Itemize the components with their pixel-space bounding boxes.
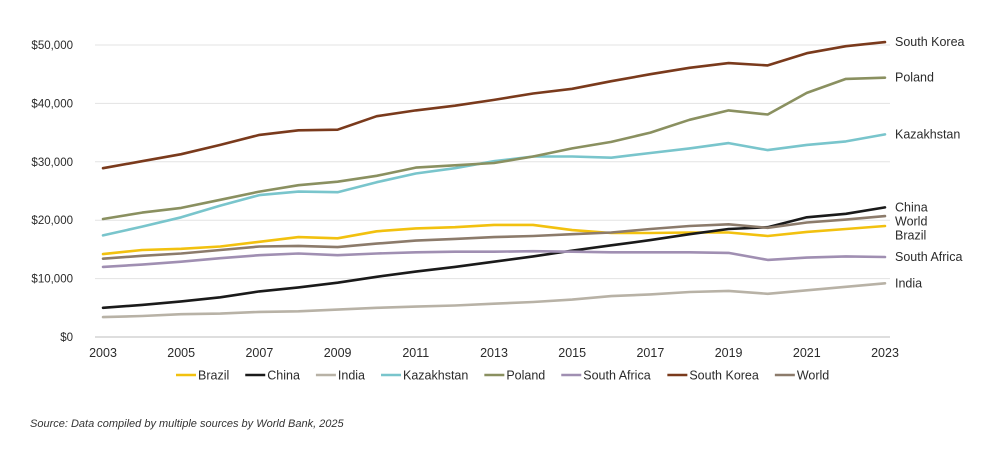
legend-label: China (267, 369, 300, 383)
end-label-south-africa: South Africa (895, 250, 962, 264)
x-tick-label: 2007 (245, 346, 273, 360)
gridlines (95, 44, 890, 338)
end-label-world: World (895, 214, 927, 228)
end-label-kazakhstan: Kazakhstan (895, 127, 960, 141)
legend-item-kazakhstan: Kazakhstan (381, 369, 468, 383)
legend-item-south-africa: South Africa (561, 369, 651, 383)
x-tick-label: 2021 (793, 346, 821, 360)
x-tick-label: 2013 (480, 346, 508, 360)
legend: Brazil China India Kazakhstan Poland South Af… (176, 369, 829, 383)
legend-item-india: India (315, 369, 365, 383)
legend-item-brazil: Brazil (176, 369, 229, 383)
x-tick-label: 2019 (715, 346, 743, 360)
y-tick-label: $0 (60, 332, 73, 344)
x-tick-label: 2023 (871, 346, 899, 360)
x-tick-label: 2005 (167, 346, 195, 360)
legend-item-world: World (774, 369, 829, 383)
y-axis: $0 $10,000 $20,000 $30,000 $40,000 $50,000 (31, 40, 73, 344)
legend-item-china: China (245, 369, 300, 383)
x-tick-label: 2009 (324, 346, 352, 360)
legend-item-poland: Poland (484, 369, 545, 383)
y-tick-label: $10,000 (31, 274, 73, 286)
legend-label: Brazil (198, 369, 229, 383)
y-tick-label: $30,000 (31, 157, 73, 169)
legend-item-south-korea: South Korea (667, 369, 759, 383)
x-tick-label: 2011 (402, 346, 429, 360)
y-tick-label: $40,000 (31, 98, 73, 110)
x-tick-label: 2017 (636, 346, 664, 360)
legend-label: India (338, 369, 365, 383)
series-line-brazil (101, 223, 887, 256)
x-tick-label: 2003 (89, 346, 117, 360)
end-label-brazil: Brazil (895, 228, 926, 242)
series-line-poland (101, 76, 887, 221)
series-line-kazakhstan (101, 133, 887, 237)
series-line-south-korea (101, 40, 887, 170)
end-label-china: China (895, 200, 928, 214)
y-tick-label: $20,000 (31, 215, 73, 227)
source-note: Source: Data compiled by multiple source… (30, 418, 344, 430)
legend-label: Kazakhstan (403, 369, 468, 383)
x-axis: 2003 2005 2007 2009 2011 2013 2015 2017 2019 2021… (89, 346, 899, 360)
end-labels: South Korea Poland Kazakhstan ChinaWorldBra… (895, 35, 965, 290)
legend-label: Poland (506, 369, 545, 383)
series-line-india (101, 282, 887, 319)
end-label-india: India (895, 276, 922, 290)
y-tick-label: $50,000 (31, 40, 73, 52)
end-label-poland: Poland (895, 71, 934, 85)
legend-label: World (797, 369, 829, 383)
legend-label: South Korea (689, 369, 759, 383)
series-line-south-africa (101, 249, 887, 269)
series-line-world (101, 214, 887, 260)
legend-label: South Africa (583, 369, 650, 383)
x-tick-label: 2015 (558, 346, 586, 360)
end-label-south-korea: South Korea (895, 35, 965, 49)
series-lines (101, 40, 887, 319)
